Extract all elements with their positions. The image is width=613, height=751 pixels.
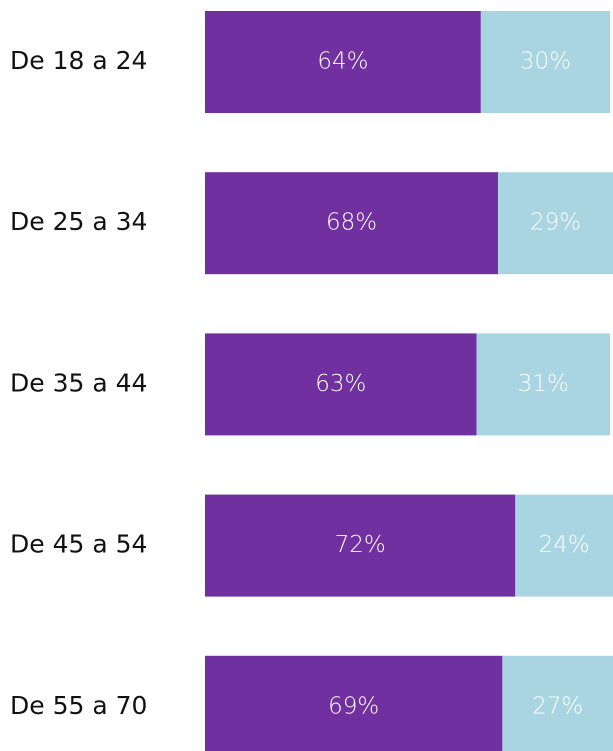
category-label: De 45 a 54 [10, 530, 147, 559]
value-label: 63% [315, 371, 366, 397]
category-label: De 18 a 24 [10, 46, 147, 75]
value-label: 29% [530, 210, 581, 236]
value-label: 69% [328, 693, 379, 719]
category-label: De 35 a 44 [10, 368, 147, 397]
bar-segment [502, 655, 613, 751]
bar-segment [205, 333, 477, 436]
category-label: De 25 a 34 [10, 207, 147, 236]
value-label: 72% [335, 532, 386, 558]
value-label: 31% [518, 371, 569, 397]
bar-segment [205, 494, 516, 597]
value-label: 68% [326, 210, 377, 236]
bar-segment [498, 172, 613, 275]
bar-segment [480, 11, 611, 113]
bar-segment [205, 11, 481, 113]
category-label: De 55 a 70 [10, 691, 147, 720]
value-label: 30% [520, 49, 571, 75]
value-label: 24% [539, 532, 590, 558]
bar-segment [205, 172, 499, 275]
bar-segment [205, 655, 503, 751]
value-label: 64% [317, 49, 368, 75]
bar-segment [476, 333, 611, 436]
value-label: 27% [532, 693, 583, 719]
bar-segment [515, 494, 613, 597]
